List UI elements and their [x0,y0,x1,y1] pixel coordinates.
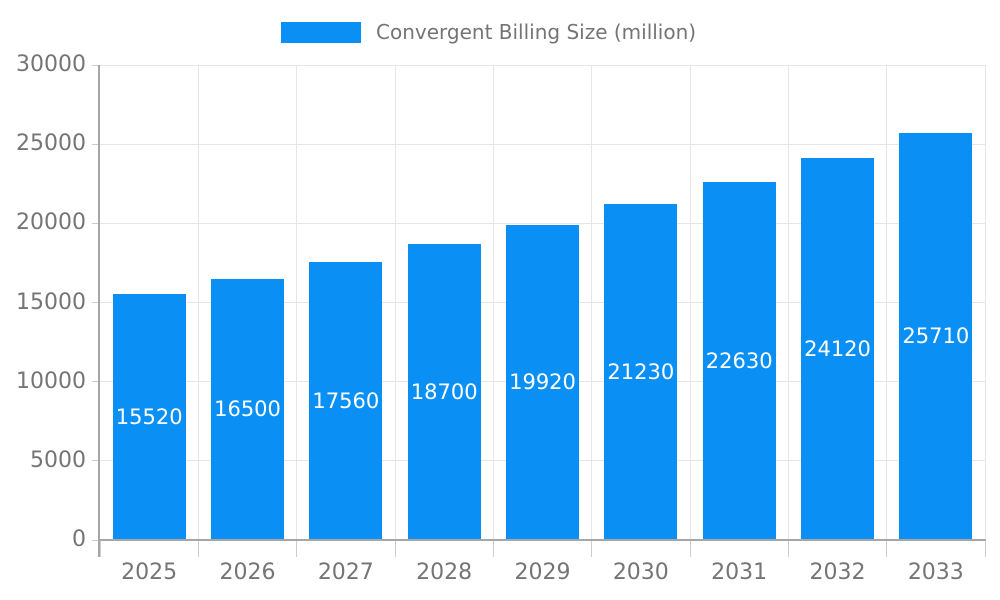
bar[interactable] [899,132,973,540]
x-tick-label: 2031 [711,560,768,585]
bar-value-label: 16500 [214,397,281,422]
y-axis-line [98,65,100,557]
y-tick-label: 30000 [16,52,86,77]
x-gridline [296,65,298,540]
legend[interactable]: Convergent Billing Size (million) [0,0,1000,52]
x-tick-label: 2030 [612,560,669,585]
bar-value-label: 19920 [509,370,576,395]
legend-label: Convergent Billing Size (million) [376,20,697,44]
y-gridline [100,143,985,145]
bar-value-label: 18700 [410,379,478,404]
x-tick [787,541,789,557]
x-tick [492,541,494,557]
bar-value-label: 21230 [607,359,675,384]
bar[interactable] [604,203,678,540]
bar-value-label: 24120 [804,337,871,362]
legend-swatch [281,22,361,43]
y-tick-label: 20000 [16,210,86,236]
x-gridline [886,65,888,540]
x-gridline [197,65,199,540]
x-gridline [591,65,593,540]
bar-value-label: 17560 [312,388,380,413]
y-tick [92,539,100,541]
bar[interactable] [506,224,579,540]
y-tick-label: 5000 [30,447,86,473]
y-tick [92,460,100,462]
x-tick [984,541,986,557]
x-tick [591,541,593,557]
x-tick-label: 2029 [514,560,571,585]
x-tick-label: 2028 [416,560,473,585]
bar[interactable] [309,261,383,540]
x-tick [689,541,691,557]
x-axis-line [98,539,986,541]
y-gridline [100,64,985,66]
y-tick-label: 0 [72,527,86,552]
x-tick-label: 2027 [317,560,374,585]
x-gridline [984,65,986,540]
x-tick [197,541,199,557]
x-tick [886,541,888,557]
bar[interactable] [801,158,874,540]
bar-value-label: 25710 [902,324,970,349]
bar-value-label: 22630 [705,348,773,373]
y-tick [92,64,100,66]
bar-value-label: 15520 [115,405,183,430]
y-tick [92,302,100,303]
x-tick-label: 2032 [809,560,866,585]
y-tick-label: 25000 [16,131,86,157]
x-tick-label: 2026 [219,560,276,585]
y-tick [92,143,100,145]
x-gridline [787,65,789,540]
x-gridline [689,65,691,540]
y-tick-label: 10000 [16,368,86,394]
bar[interactable] [112,294,186,540]
bar[interactable] [211,278,284,540]
y-tick-label: 15000 [16,289,86,315]
x-tick [99,541,101,557]
x-tick-label: 2025 [121,560,178,585]
x-tick [394,541,396,557]
bar[interactable] [407,243,481,540]
x-tick-label: 2033 [907,560,964,585]
x-tick [296,541,298,557]
y-gridline [100,222,985,224]
y-tick [92,222,100,224]
x-gridline [492,65,494,540]
bar[interactable] [702,181,776,540]
x-gridline [394,65,396,540]
y-tick [92,381,100,383]
